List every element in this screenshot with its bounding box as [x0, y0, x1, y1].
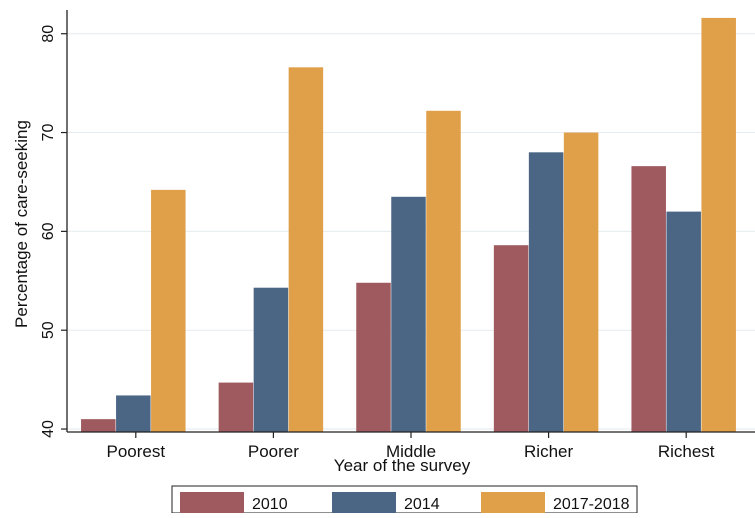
bar-2017-2018 — [701, 17, 736, 433]
x-tick-label: Richer — [524, 442, 573, 461]
y-tick-label: 50 — [40, 321, 57, 339]
bar-2010 — [218, 382, 254, 432]
legend-label: 2010 — [252, 496, 288, 513]
bars — [81, 17, 736, 433]
bar-2017-2018 — [563, 132, 599, 432]
legend: 2010 2014 2017-2018 — [171, 485, 638, 514]
legend-swatch — [180, 492, 244, 513]
legend-label: 2014 — [404, 496, 440, 513]
bar-2014 — [666, 211, 701, 432]
x-tick-label: Poorer — [248, 442, 299, 461]
y-tick-label: 70 — [40, 124, 57, 142]
bar-2014 — [391, 196, 426, 432]
bar-2017-2018 — [288, 67, 324, 432]
bar-2014 — [528, 152, 564, 432]
bar-2010 — [631, 166, 666, 432]
axes: 40 50 60 70 80 Poorest Poorer Middle Richer Riche… — [40, 10, 755, 461]
bar-2014 — [253, 287, 289, 432]
x-tick-label: Richest — [658, 442, 715, 461]
bar-2010 — [493, 245, 529, 432]
legend-swatch — [332, 492, 396, 513]
bar-2010 — [356, 282, 391, 432]
x-axis-label: Year of the survey — [334, 456, 471, 475]
bar-2010 — [81, 419, 116, 432]
bar-2017-2018 — [151, 189, 186, 432]
x-tick-label: Middle — [386, 442, 436, 461]
y-tick-label: 60 — [40, 222, 57, 240]
legend-swatch — [481, 492, 545, 513]
y-axis-label: Percentage of care-seeking — [12, 120, 31, 328]
legend-label: 2017-2018 — [553, 496, 630, 513]
bar-2017-2018 — [426, 110, 461, 433]
bar-2014 — [116, 395, 151, 432]
y-tick-label: 40 — [40, 420, 57, 438]
x-tick-label: Poorest — [107, 442, 166, 461]
y-tick-label: 80 — [40, 25, 57, 43]
